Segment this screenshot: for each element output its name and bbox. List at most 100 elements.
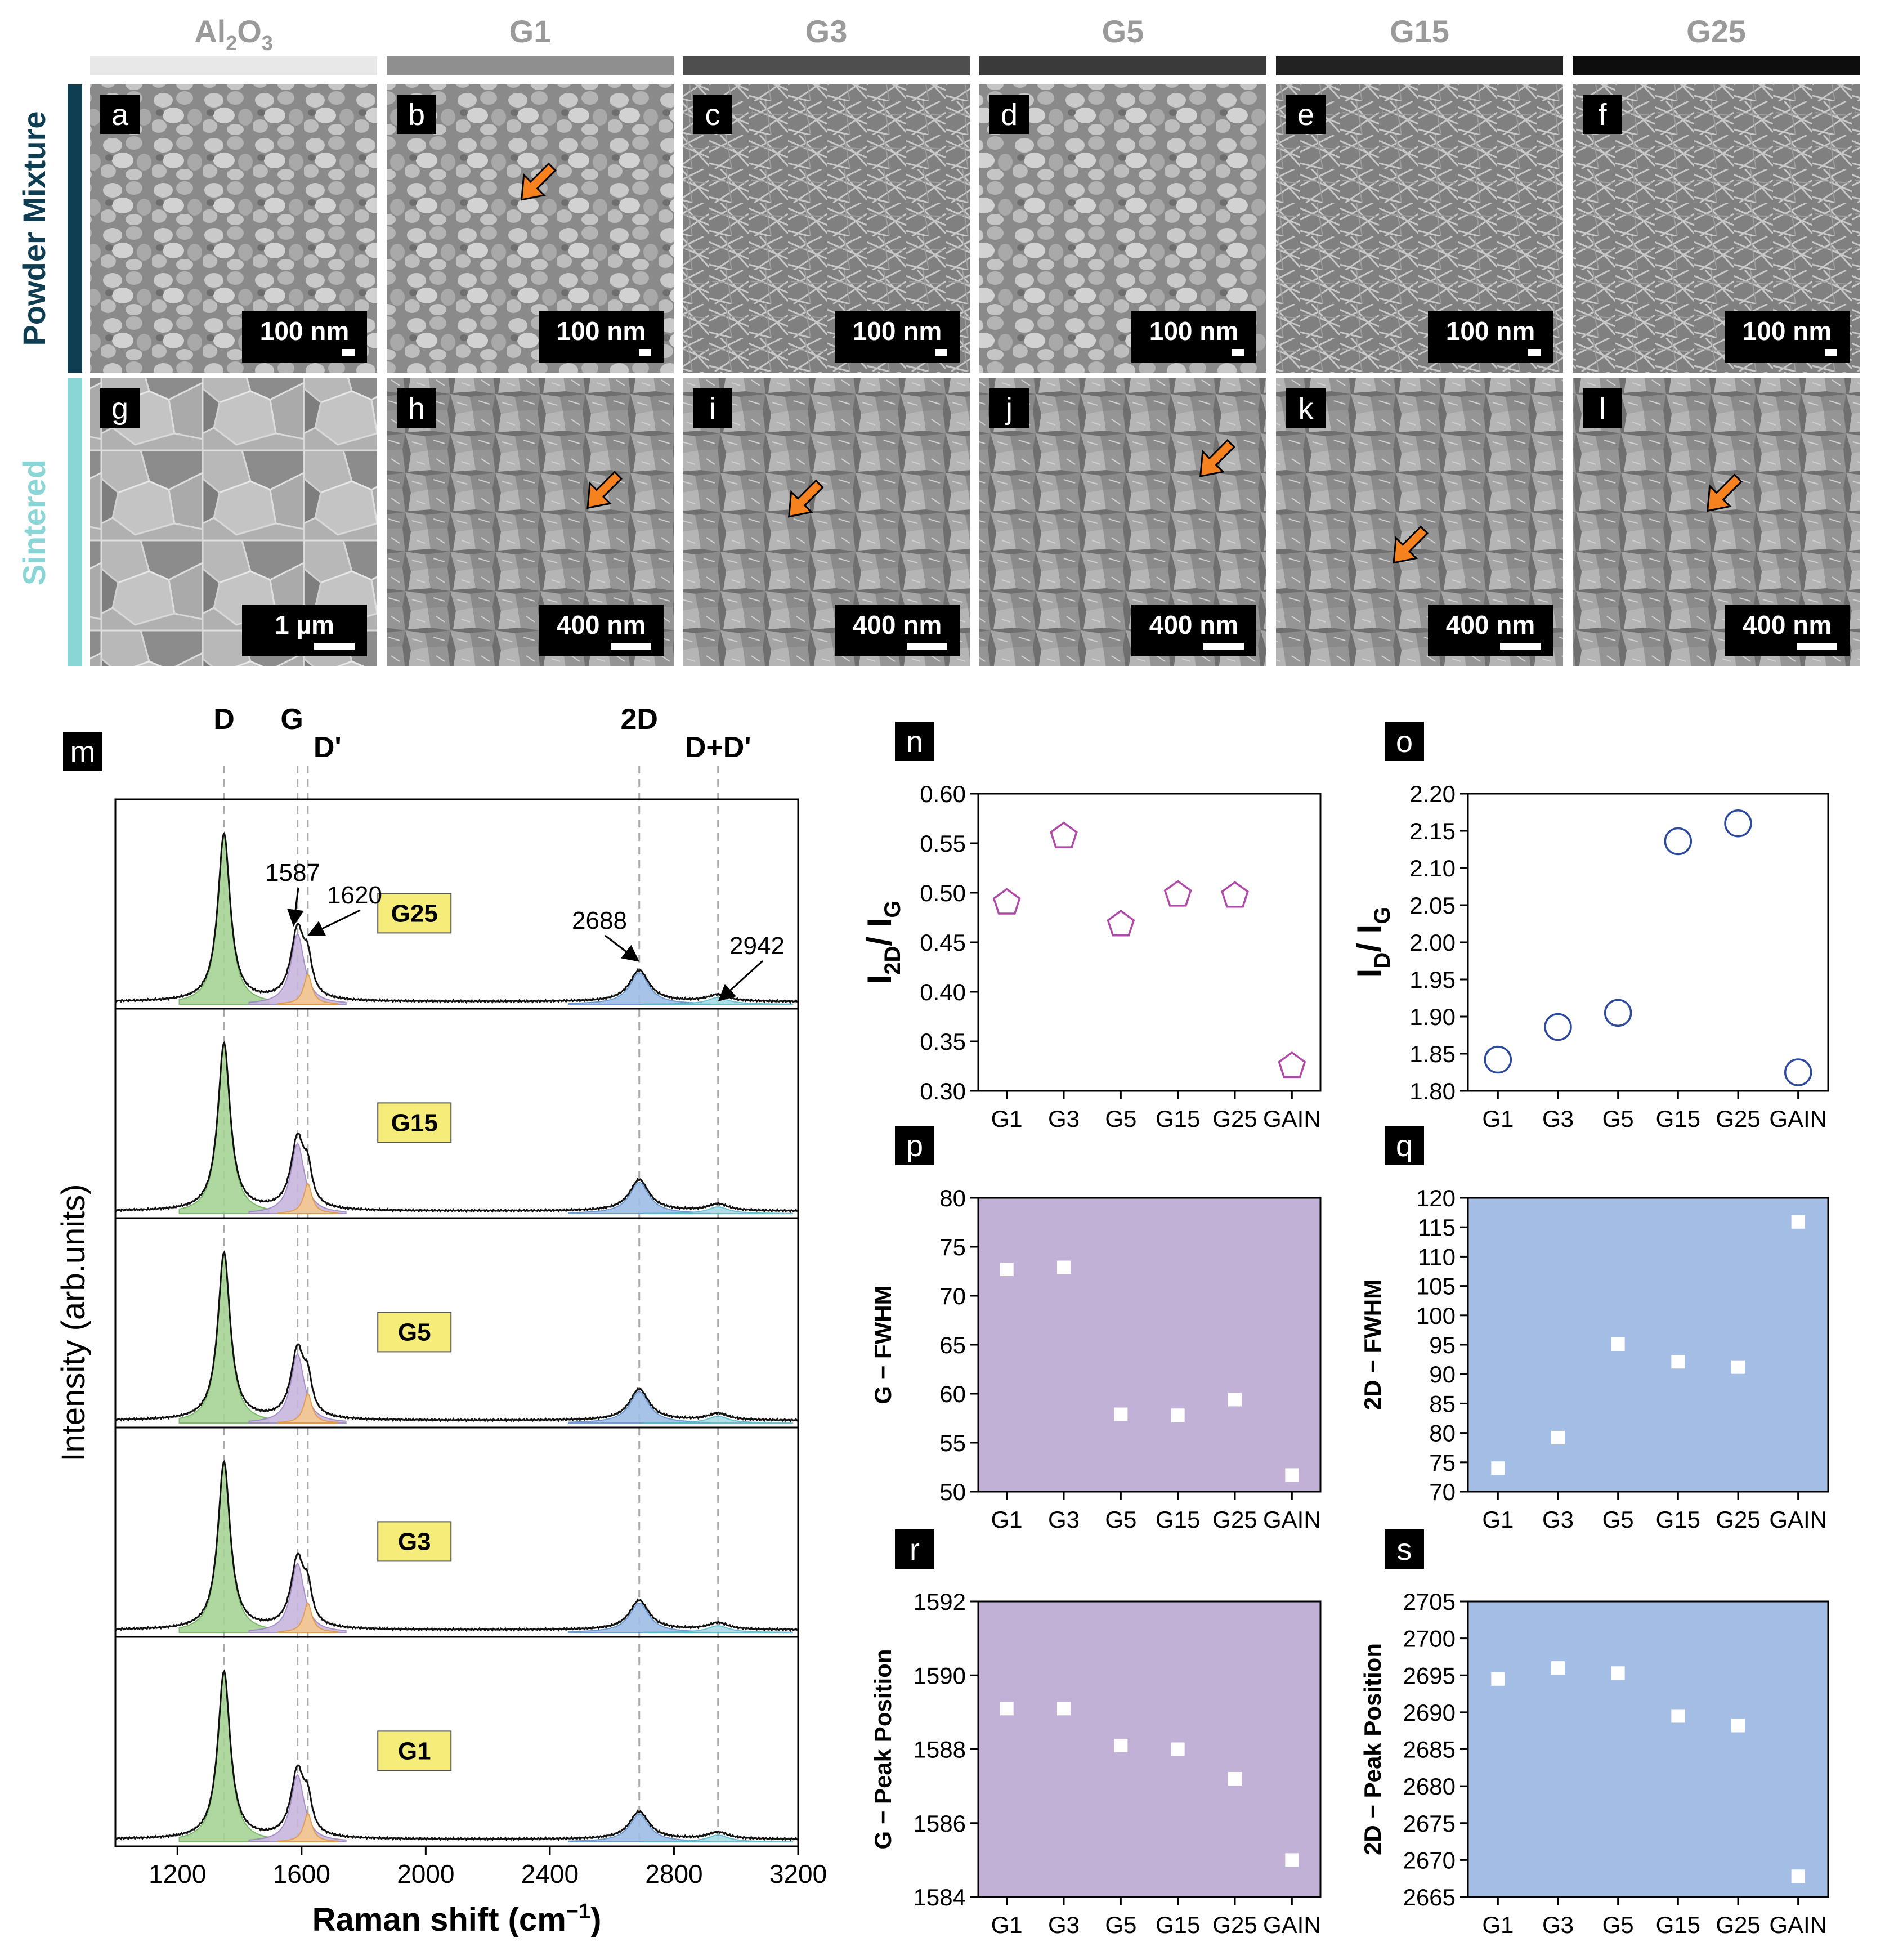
x-tick-label: G5 xyxy=(1602,1912,1634,1938)
orange-arrow xyxy=(1199,438,1235,477)
scale-bar xyxy=(907,643,947,650)
data-point xyxy=(1278,1051,1306,1079)
panel-letter-box xyxy=(895,1529,934,1569)
data-point xyxy=(1544,1013,1572,1041)
column-color-bar xyxy=(683,56,970,75)
y-tick-label: 0.50 xyxy=(920,880,966,906)
fitted-peak xyxy=(178,834,270,1005)
scale-bar-label: 400 nm xyxy=(853,610,942,639)
column-color-bar xyxy=(1276,56,1563,75)
x-tick-label: G1 xyxy=(991,1912,1023,1938)
x-tick-label: G3 xyxy=(1542,1506,1574,1533)
sample-label-box xyxy=(377,1312,452,1353)
panel-letter-box xyxy=(397,95,436,134)
peak-annotation: 1587 xyxy=(265,859,320,887)
y-tick-label: 50 xyxy=(939,1479,966,1505)
data-point xyxy=(992,888,1021,915)
x-tick-label: 2000 xyxy=(397,1859,454,1889)
raman-spectrum: G5 xyxy=(114,1217,799,1429)
column-label-text2: O xyxy=(237,14,262,49)
plot-area xyxy=(1467,1197,1829,1493)
peak-label: 2D xyxy=(620,703,657,736)
fitted-peak xyxy=(643,1416,794,1424)
y-tick-label: 2695 xyxy=(1403,1662,1456,1689)
data-point xyxy=(1171,1408,1185,1422)
sample-label: G1 xyxy=(398,1737,431,1765)
fitted-peak xyxy=(643,1625,794,1633)
scale-bar xyxy=(1203,643,1244,650)
x-tick-label: G15 xyxy=(1656,1912,1700,1938)
y-axis-label: 2D − Peak Position xyxy=(1359,1643,1386,1855)
y-tick-label: 1588 xyxy=(914,1737,966,1763)
scatter-chart: r 1584 1586 1588 1590 1592 G1 G3 G5 G15 G25 GAIN G −… xyxy=(870,1529,1322,1938)
y-tick-label: 2690 xyxy=(1403,1699,1456,1726)
y-tick-label: 2705 xyxy=(1403,1588,1456,1615)
x-tick-label: GAIN xyxy=(1769,1106,1827,1132)
y-tick-label: 1592 xyxy=(914,1588,966,1615)
fitted-peak xyxy=(248,1142,347,1214)
raman-spectrum: G1 xyxy=(114,1636,799,1847)
data-point xyxy=(1221,881,1249,908)
annotation-arrow xyxy=(287,887,304,927)
sem-panel: k 400 nm xyxy=(1276,378,1563,666)
x-tick-label: G15 xyxy=(1656,1506,1700,1533)
panel-letter-box xyxy=(1583,95,1622,134)
panel-letter: d xyxy=(1001,98,1018,132)
panel-letter-box xyxy=(895,722,934,761)
y-tick-label: 110 xyxy=(1418,1243,1456,1270)
peak-label: G xyxy=(280,703,303,736)
data-point xyxy=(1000,1263,1014,1277)
column-label-text: G15 xyxy=(1390,14,1449,49)
sem-panel: c 100 nm xyxy=(683,84,970,373)
data-point xyxy=(1114,1407,1128,1421)
y-tick-label: 0.45 xyxy=(920,929,966,956)
y-tick-label: 70 xyxy=(939,1283,966,1309)
x-tick-label: G25 xyxy=(1716,1106,1760,1132)
column-label-text: G1 xyxy=(509,14,552,49)
y-axis-label-sub2: G xyxy=(1370,907,1395,924)
sample-label: G5 xyxy=(398,1318,431,1346)
y-tick-label: 100 xyxy=(1416,1303,1456,1329)
data-point xyxy=(1000,1702,1014,1716)
peak-annotation: 2942 xyxy=(729,932,785,960)
panel-letter-box xyxy=(1286,95,1326,134)
panel-letter: o xyxy=(1396,725,1413,759)
x-tick-label: G25 xyxy=(1716,1912,1760,1938)
y-tick-label: 60 xyxy=(939,1381,966,1407)
x-tick-label: G3 xyxy=(1048,1912,1080,1938)
y-tick-label: 2675 xyxy=(1403,1810,1456,1837)
scale-bar-label: 100 nm xyxy=(1743,316,1832,346)
fitted-peak xyxy=(277,1392,338,1424)
data-point xyxy=(1228,1393,1242,1407)
data-point xyxy=(1604,999,1632,1027)
column-label-text: G5 xyxy=(1102,14,1144,49)
x-tick-label: G1 xyxy=(991,1506,1023,1533)
data-point xyxy=(1551,1430,1565,1444)
panel-letter-box xyxy=(100,388,140,428)
fitted-peak xyxy=(178,1462,270,1633)
panel-letter-box xyxy=(895,1126,934,1165)
x-tick-label: 3200 xyxy=(769,1859,827,1889)
scale-bar xyxy=(314,643,355,650)
data-point xyxy=(1671,1355,1685,1369)
x-tick-label: 2400 xyxy=(521,1859,579,1889)
data-point xyxy=(1057,1702,1071,1716)
column-color-bar xyxy=(90,56,377,75)
data-point xyxy=(1731,1719,1745,1733)
plot-area xyxy=(977,793,1322,1092)
y-tick-label: 70 xyxy=(1429,1479,1456,1505)
y-axis-label-text: I xyxy=(861,975,898,985)
panel-letter-box xyxy=(1583,388,1622,428)
data-point xyxy=(1731,1360,1745,1374)
orange-arrow xyxy=(788,479,824,518)
y-axis-label-text: G − FWHM xyxy=(870,1285,896,1404)
y-tick-label: 0.35 xyxy=(920,1028,966,1055)
panel-letter: h xyxy=(408,392,425,426)
data-point xyxy=(1611,1337,1625,1351)
panel-letter-box xyxy=(989,95,1029,134)
plot-area xyxy=(1467,1600,1829,1898)
fitted-peak xyxy=(248,1562,347,1633)
column-label-sub: 2 xyxy=(226,32,237,55)
y-tick-label: 0.30 xyxy=(920,1078,966,1104)
